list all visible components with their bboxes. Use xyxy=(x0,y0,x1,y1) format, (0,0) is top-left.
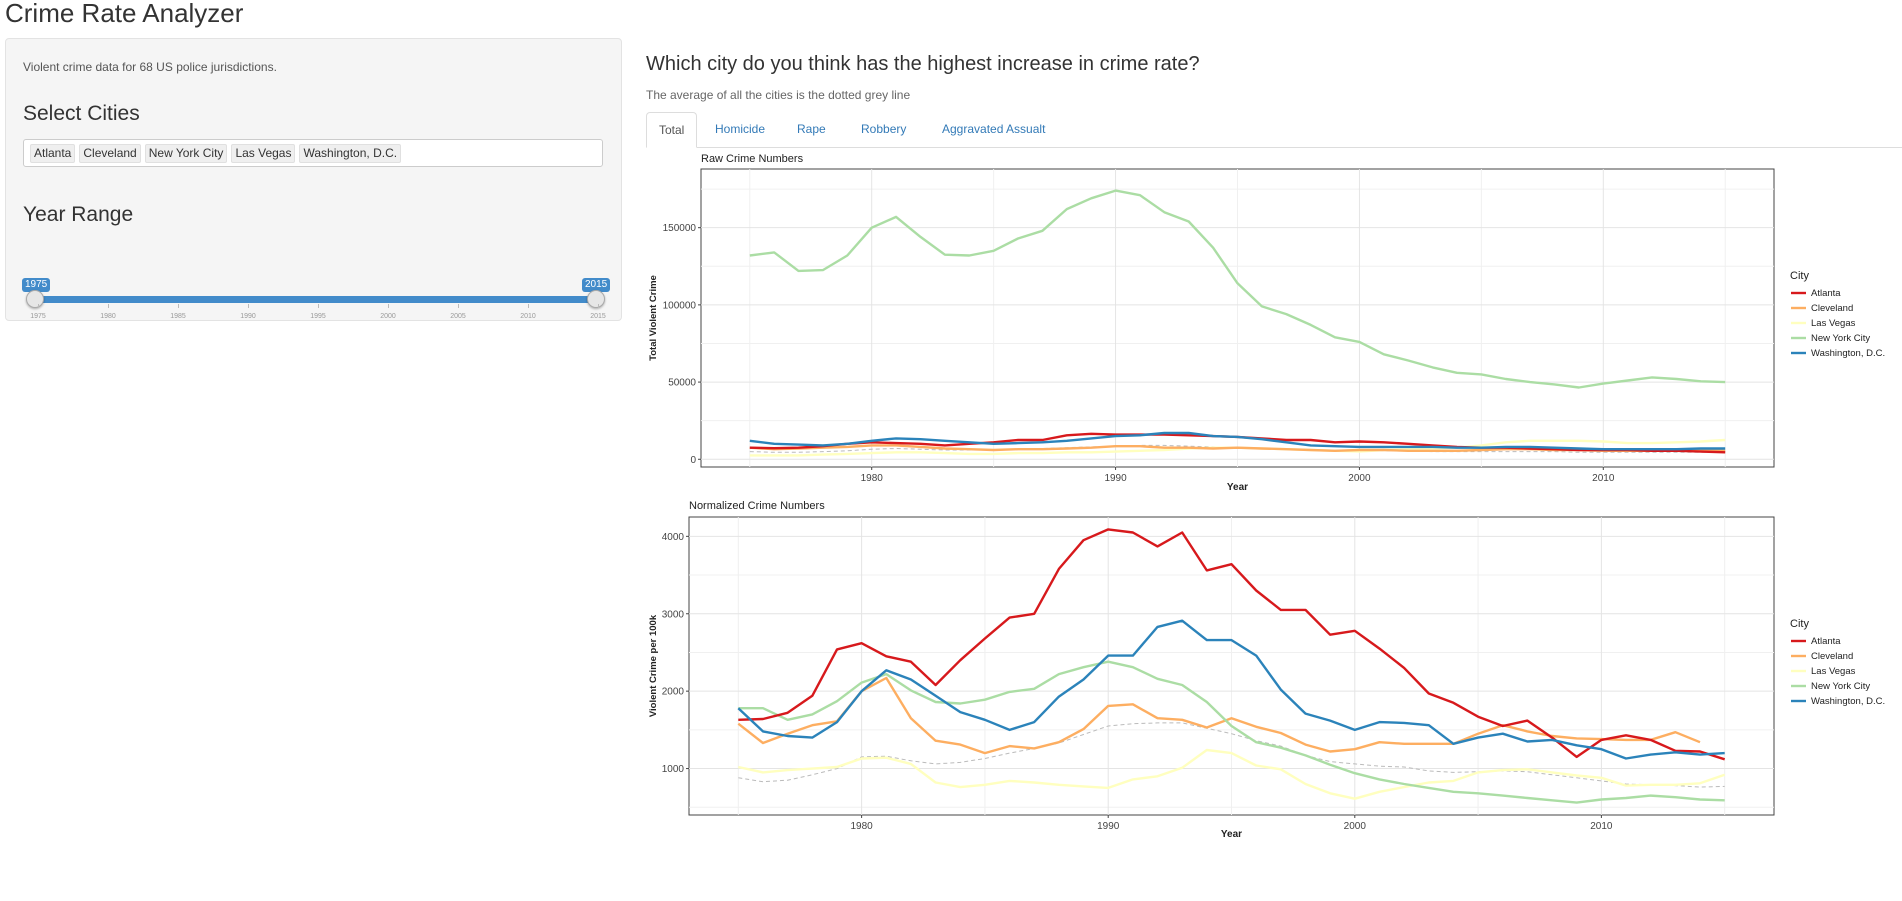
series-line-atlanta xyxy=(738,528,1726,761)
chart-title: Raw Crime Numbers xyxy=(701,153,804,165)
slider-tick-mark xyxy=(318,304,319,308)
chart-raw: Raw Crime Numbers 1980 1990 2000 2010 0 50000 1… xyxy=(648,153,1885,493)
y-tick-label: 50000 xyxy=(668,378,696,389)
series-line-average xyxy=(738,722,1725,788)
slider-tick-label: 1975 xyxy=(30,313,46,320)
slider-tick-label: 1985 xyxy=(170,313,186,320)
slider-tick-label: 1980 xyxy=(100,313,116,320)
y-tick-label: 150000 xyxy=(663,223,697,234)
y-tick-label: 2000 xyxy=(662,687,685,698)
year-range-heading: Year Range xyxy=(23,203,134,226)
legend-label: New York City xyxy=(1811,333,1870,344)
select-cities-heading: Select Cities xyxy=(23,102,140,125)
x-tick-label: 1980 xyxy=(861,473,884,484)
x-tick-label: 1990 xyxy=(1104,473,1127,484)
slider-from-handle[interactable] xyxy=(26,290,44,308)
series-line-average xyxy=(749,444,1726,453)
slider-tick-mark xyxy=(178,304,179,308)
main-subtitle: The average of all the cities is the dot… xyxy=(646,88,911,102)
y-axis-label: Violent Crime per 100k xyxy=(648,614,659,717)
city-chip-new-york-city[interactable]: New York City xyxy=(144,143,228,163)
legend-label: New York City xyxy=(1811,681,1870,692)
legend-title: City xyxy=(1790,618,1809,630)
slider-tick-label: 1995 xyxy=(310,313,326,320)
city-multiselect[interactable]: Atlanta Cleveland New York City Las Vega… xyxy=(23,139,603,167)
legend-label: Washington, D.C. xyxy=(1811,348,1885,359)
slider-to-handle[interactable] xyxy=(587,290,605,308)
slider-tick-label: 2005 xyxy=(450,313,466,320)
slider-ticks: 1975 1980 1985 1990 1995 2000 2005 2010 2015 xyxy=(18,304,608,325)
chart-normalized: Normalized Crime Numbers 1980 1990 2000 2010… xyxy=(648,500,1885,840)
crime-type-tabs: Total Homicide Rape Robbery Aggravated A… xyxy=(646,112,1902,148)
slider-tick-mark xyxy=(248,304,249,308)
legend-label: Cleveland xyxy=(1811,651,1853,662)
city-chip-cleveland[interactable]: Cleveland xyxy=(79,143,141,163)
slider-tick-label: 1990 xyxy=(240,313,256,320)
year-range-slider[interactable]: 1975 2015 1975 1980 1985 1990 1995 2000 2005 20… xyxy=(18,235,611,320)
x-tick-label: 2010 xyxy=(1592,473,1615,484)
x-axis-label: Year xyxy=(1221,829,1242,840)
legend-label: Las Vegas xyxy=(1811,318,1856,329)
slider-tick-mark xyxy=(38,304,39,308)
x-tick-label: 2000 xyxy=(1344,821,1367,832)
tab-homicide[interactable]: Homicide xyxy=(715,122,766,136)
slider-tick-mark xyxy=(598,304,599,308)
y-tick-label: 3000 xyxy=(662,609,685,620)
legend-title: City xyxy=(1790,270,1809,282)
city-chip-las-vegas[interactable]: Las Vegas xyxy=(231,143,296,163)
x-tick-label: 2010 xyxy=(1590,821,1613,832)
slider-tick-label: 2010 xyxy=(520,313,536,320)
y-tick-label: 0 xyxy=(690,455,696,466)
slider-tick-mark xyxy=(388,304,389,308)
y-tick-label: 4000 xyxy=(662,532,685,543)
legend-label: Las Vegas xyxy=(1811,666,1856,677)
slider-track[interactable] xyxy=(33,296,595,303)
slider-tick-label: 2000 xyxy=(380,313,396,320)
slider-tick-mark xyxy=(528,304,529,308)
x-tick-label: 1980 xyxy=(850,821,873,832)
slider-tick-mark xyxy=(108,304,109,308)
x-tick-label: 1990 xyxy=(1097,821,1120,832)
y-tick-label: 100000 xyxy=(663,300,697,311)
series-line-washington-d-c xyxy=(737,619,1725,760)
slider-from-value: 1975 xyxy=(22,278,51,292)
slider-tick-mark xyxy=(458,304,459,308)
city-chip-washington-dc[interactable]: Washington, D.C. xyxy=(299,143,402,163)
x-axis-label: Year xyxy=(1227,482,1248,493)
series-line-new-york-city xyxy=(738,660,1725,804)
tab-total[interactable]: Total xyxy=(646,112,698,148)
tab-robbery[interactable]: Robbery xyxy=(861,122,907,136)
x-tick-label: 2000 xyxy=(1348,473,1371,484)
series-line-las-vegas xyxy=(738,748,1726,800)
y-tick-label: 1000 xyxy=(662,764,685,775)
y-axis-label: Total Violent Crime xyxy=(648,275,659,361)
sidebar-panel: Violent crime data for 68 US police juri… xyxy=(5,38,622,321)
slider-to-value: 2015 xyxy=(582,278,611,292)
slider-tick-label: 2015 xyxy=(590,313,606,320)
tab-rape[interactable]: Rape xyxy=(797,122,826,136)
series-line-new-york-city xyxy=(749,189,1726,389)
data-description: Violent crime data for 68 US police juri… xyxy=(23,60,277,74)
series-line-cleveland xyxy=(737,676,1701,755)
app-title: Crime Rate Analyzer xyxy=(5,0,244,28)
legend-label: Atlanta xyxy=(1811,636,1841,647)
legend-label: Cleveland xyxy=(1811,303,1853,314)
legend-label: Atlanta xyxy=(1811,288,1841,299)
chart-title: Normalized Crime Numbers xyxy=(689,500,825,512)
series-line-washington-d-c xyxy=(749,431,1726,451)
city-chip-atlanta[interactable]: Atlanta xyxy=(30,143,76,163)
legend-label: Washington, D.C. xyxy=(1811,696,1885,707)
main-question: Which city do you think has the highest … xyxy=(646,53,1200,75)
tab-aggravated-assault[interactable]: Aggravated Assualt xyxy=(942,122,1046,136)
